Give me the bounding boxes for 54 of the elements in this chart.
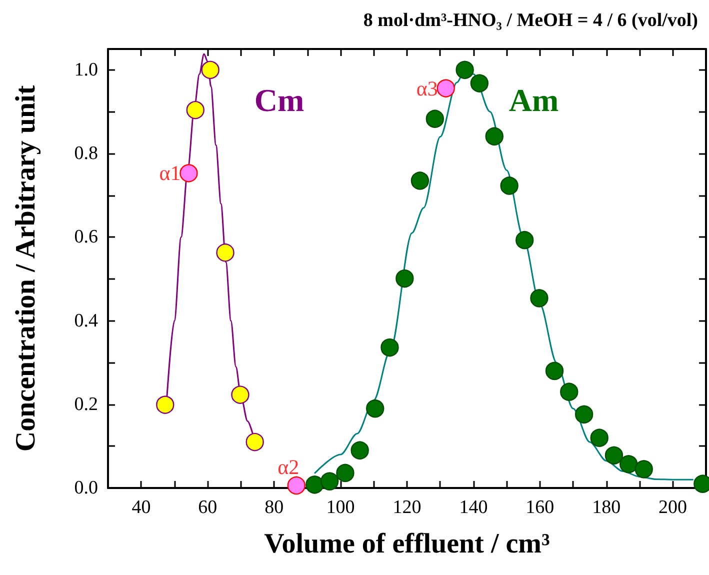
annotation: α2 [278, 454, 300, 479]
series-label: Cm [254, 82, 305, 118]
x-tick-label: 200 [658, 497, 688, 518]
point [470, 74, 489, 92]
x-tick-label: 140 [459, 497, 488, 518]
y-tick-label: 1.0 [74, 59, 98, 80]
point [380, 338, 399, 357]
x-tick-label: 80 [264, 497, 284, 518]
point [366, 399, 384, 418]
point [530, 289, 548, 308]
point [456, 60, 474, 79]
y-tick-label: 0.8 [74, 143, 98, 164]
point [634, 460, 653, 478]
point [231, 386, 250, 404]
x-tick-label: 160 [526, 497, 554, 518]
point [410, 172, 430, 190]
point [306, 476, 324, 494]
point [590, 428, 608, 447]
y-tick-label: 0.0 [74, 478, 98, 498]
y-axis-title: Concentration / Arbitrary unit [10, 84, 42, 452]
y-tick-label: 0.2 [74, 394, 98, 415]
point [620, 455, 638, 474]
x-tick-label: 120 [392, 497, 422, 518]
x-tick-label: 180 [592, 497, 621, 518]
x-tick-label: 60 [198, 497, 218, 518]
point [246, 432, 264, 452]
point [350, 441, 369, 460]
point [426, 110, 444, 128]
point [320, 472, 339, 490]
point [186, 100, 204, 120]
point [180, 164, 198, 182]
point [336, 464, 354, 482]
series-label: Am [508, 82, 560, 118]
point [396, 269, 414, 288]
y-tick-label: 0.4 [74, 310, 98, 332]
x-tick-label: 100 [326, 497, 355, 518]
point [574, 405, 594, 424]
point [287, 476, 306, 495]
x-tick-label: 40 [132, 497, 151, 518]
point [604, 446, 624, 464]
point [485, 127, 504, 146]
y-tick-label: 0.6 [74, 226, 98, 248]
point [560, 382, 578, 401]
point [156, 396, 174, 414]
point [500, 176, 518, 195]
point [436, 79, 455, 98]
point [216, 244, 234, 262]
point [545, 362, 564, 380]
chart-title: 8 mol·dm³-HNO₃ / MeOH = 4 / 6 (vol/vol) [363, 10, 698, 31]
x-axis-title: Volume of effluent / cm³ [264, 528, 550, 560]
point [201, 60, 220, 79]
annotation: α1 [159, 161, 181, 186]
annotation: α3 [416, 76, 438, 100]
point [516, 230, 534, 250]
